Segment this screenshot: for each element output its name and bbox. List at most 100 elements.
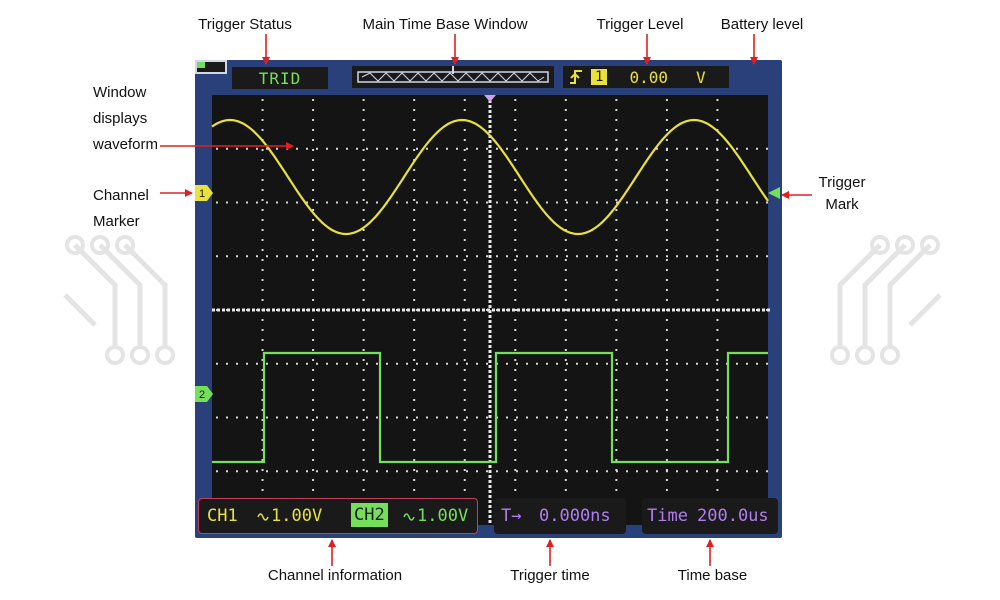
- ch2-volts-div: 1.00V: [417, 506, 469, 526]
- grid-dot: [686, 362, 688, 365]
- grid-dot: [514, 349, 517, 351]
- ac-coupling-icon: [403, 513, 415, 521]
- grid-dot: [556, 362, 558, 365]
- grid-dot: [636, 255, 638, 258]
- grid-dot: [615, 489, 618, 491]
- center-axis-dot: [602, 308, 605, 312]
- center-axis-dot: [357, 308, 360, 312]
- grid-dot: [286, 362, 288, 365]
- grid-dot: [506, 255, 508, 258]
- center-axis-dot: [707, 308, 710, 312]
- grid-dot: [312, 109, 315, 111]
- grid-dot: [756, 470, 758, 473]
- grid-dot: [615, 399, 618, 401]
- grid-dot: [514, 129, 517, 131]
- center-axis-dot: [687, 308, 690, 312]
- grid-dot: [261, 159, 264, 161]
- center-axis-dot: [262, 308, 265, 312]
- grid-dot: [312, 349, 315, 351]
- grid-dot: [766, 147, 768, 150]
- rising-edge-icon: [570, 70, 582, 84]
- center-axis-dot: [488, 145, 492, 148]
- grid-dot: [376, 470, 378, 473]
- grid-dot: [496, 201, 498, 204]
- grid-dot: [514, 439, 517, 441]
- grid-dot: [716, 459, 719, 461]
- grid-dot: [261, 459, 264, 461]
- grid-dot: [362, 189, 365, 191]
- grid-dot: [506, 147, 508, 150]
- center-axis-dot: [488, 440, 492, 443]
- center-axis-dot: [762, 308, 765, 312]
- grid-dot: [666, 255, 668, 258]
- grid-dot: [236, 470, 238, 473]
- center-axis-dot: [452, 308, 455, 312]
- grid-dot: [676, 470, 678, 473]
- center-axis-dot: [488, 260, 492, 263]
- center-axis-dot: [488, 290, 492, 293]
- center-axis-dot: [757, 308, 760, 312]
- center-axis-dot: [488, 150, 492, 153]
- grid-dot: [236, 255, 238, 258]
- grid-dot: [463, 139, 466, 141]
- center-axis-dot: [327, 308, 330, 312]
- grid-dot: [246, 201, 248, 204]
- grid-dot: [656, 470, 658, 473]
- grid-dot: [312, 389, 315, 391]
- grid-dot: [596, 255, 598, 258]
- center-axis-dot: [257, 308, 260, 312]
- grid-dot: [676, 255, 678, 258]
- grid-dot: [413, 189, 416, 191]
- grid-dot: [514, 179, 517, 181]
- center-axis-dot: [488, 265, 492, 268]
- grid-dot: [312, 229, 315, 231]
- grid-dot: [686, 416, 688, 419]
- grid-dot: [346, 362, 348, 365]
- grid-dot: [286, 416, 288, 419]
- grid-dot: [312, 329, 315, 331]
- center-axis-dot: [277, 308, 280, 312]
- grid-dot: [716, 239, 719, 241]
- grid-dot: [615, 349, 618, 351]
- grid-dot: [514, 329, 517, 331]
- center-axis-dot: [607, 308, 610, 312]
- grid-dot: [665, 159, 668, 161]
- grid-dot: [736, 416, 738, 419]
- callout-line: waveform: [93, 136, 159, 153]
- grid-dot: [286, 255, 288, 258]
- center-axis-dot: [767, 308, 770, 312]
- grid-dot: [665, 139, 668, 141]
- grid-dot: [766, 470, 768, 473]
- grid-dot: [413, 229, 416, 231]
- grid-dot: [514, 489, 517, 491]
- channel-1-marker-label: 1: [199, 188, 205, 200]
- center-axis-dot: [637, 308, 640, 312]
- center-axis-dot: [488, 250, 492, 253]
- grid-dot: [626, 416, 628, 419]
- grid-dot: [406, 362, 408, 365]
- grid-dot: [665, 199, 668, 201]
- grid-dot: [413, 279, 416, 281]
- center-axis-dot: [317, 308, 320, 312]
- grid-dot: [564, 349, 567, 351]
- grid-dot: [666, 362, 668, 365]
- center-axis-dot: [547, 308, 550, 312]
- grid-dot: [246, 147, 248, 150]
- grid-dot: [736, 470, 738, 473]
- grid-dot: [362, 369, 365, 371]
- grid-dot: [716, 379, 719, 381]
- grid-dot: [736, 255, 738, 258]
- grid-dot: [386, 362, 388, 365]
- grid-dot: [615, 119, 618, 121]
- grid-dot: [261, 259, 264, 261]
- grid-dot: [336, 416, 338, 419]
- grid-dot: [486, 362, 488, 365]
- grid-dot: [396, 470, 398, 473]
- grid-dot: [514, 229, 517, 231]
- grid-dot: [564, 439, 567, 441]
- grid-dot: [356, 255, 358, 258]
- center-axis-dot: [488, 345, 492, 348]
- grid-dot: [564, 339, 567, 341]
- grid-dot: [486, 201, 488, 204]
- center-axis-dot: [692, 308, 695, 312]
